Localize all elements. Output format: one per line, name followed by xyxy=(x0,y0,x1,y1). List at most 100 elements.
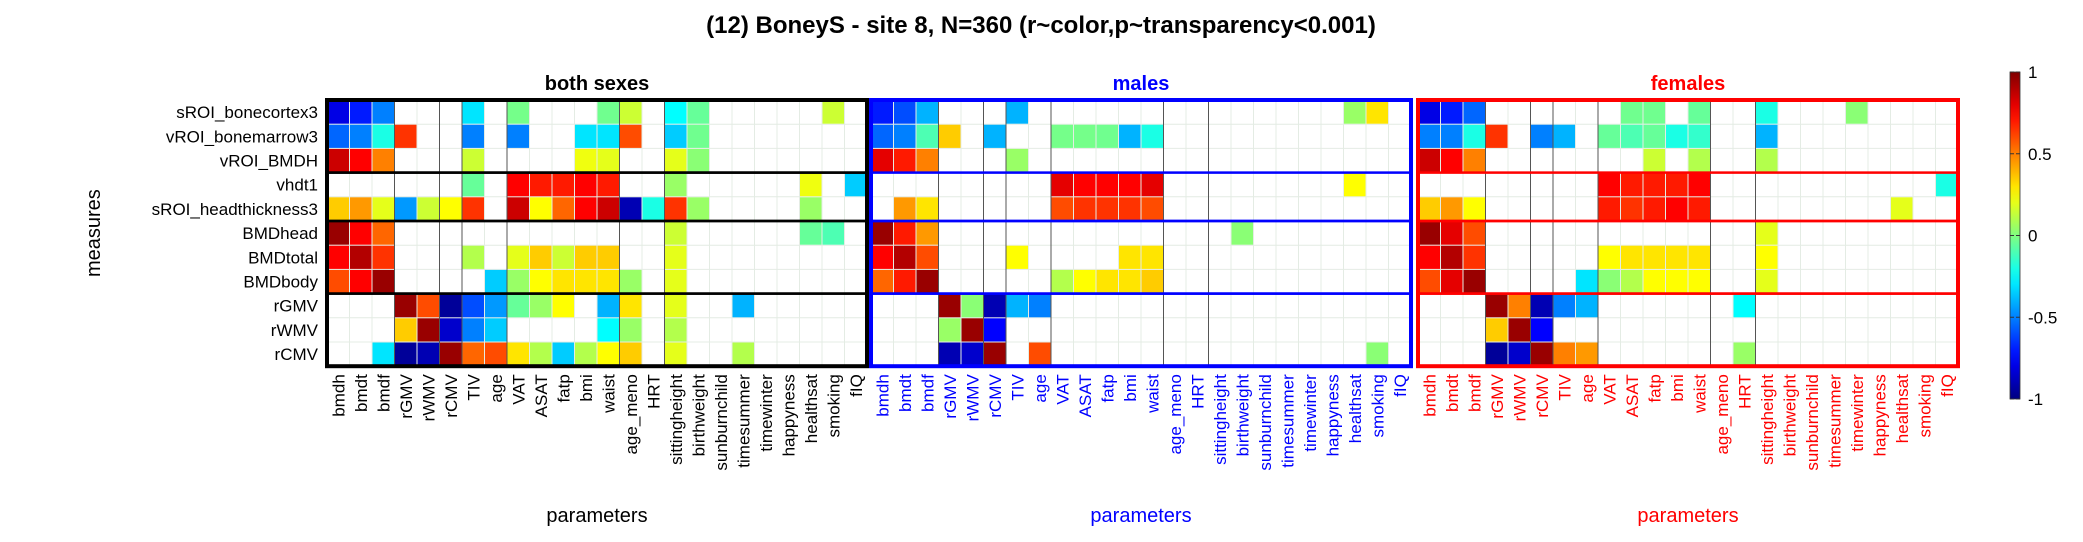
col-label-fatp: fatp xyxy=(554,374,573,402)
col-label-bmdf: bmdf xyxy=(918,374,937,412)
cell-sROI_bonecortex3-bmdf xyxy=(916,100,938,124)
cell-rGMV-rGMV xyxy=(395,294,417,318)
col-label-age_meno: age_meno xyxy=(1166,374,1185,454)
col-label-smoking: smoking xyxy=(1368,374,1387,437)
cell-sROI_bonecortex3-fatp xyxy=(1643,100,1665,124)
cell-sROI_headthickness3-healthsat xyxy=(1891,197,1913,221)
colorbar-tick-label: -1 xyxy=(2028,390,2043,409)
col-label-fIQ: fIQ xyxy=(847,374,866,397)
cell-sROI_bonecortex3-TIV xyxy=(462,100,484,124)
cell-rCMV-rGMV xyxy=(939,342,961,366)
cell-BMDbody-VAT xyxy=(507,269,529,294)
cell-BMDbody-VAT xyxy=(1051,269,1073,294)
cell-BMDbody-ASAT xyxy=(1074,269,1096,294)
cell-sROI_headthickness3-ASAT xyxy=(1621,197,1643,221)
cell-vhdt1-ASAT xyxy=(1074,173,1096,197)
col-label-birthweight: birthweight xyxy=(1780,374,1799,456)
col-label-ASAT: ASAT xyxy=(532,374,551,417)
cell-BMDhead-bmdt xyxy=(894,221,916,245)
cell-rGMV-age xyxy=(1029,294,1051,318)
cell-vROI_bonemarrow3-bmdf xyxy=(1463,124,1485,148)
cell-vROI_bonemarrow3-waist xyxy=(1141,124,1163,148)
panel-title: males xyxy=(1113,73,1170,95)
col-label-fIQ: fIQ xyxy=(1391,374,1410,397)
cell-rWMV-rGMV xyxy=(395,318,417,342)
cell-vhdt1-healthsat xyxy=(1344,173,1366,197)
cell-BMDbody-bmi xyxy=(575,269,597,294)
cell-rGMV-waist xyxy=(597,294,619,318)
col-label-waist: waist xyxy=(599,374,618,414)
cell-vhdt1-ASAT xyxy=(1621,173,1643,197)
cell-vROI_bonemarrow3-rCMV xyxy=(1531,124,1553,148)
cell-vhdt1-bmi xyxy=(575,173,597,197)
cell-vROI_bonemarrow3-bmdt xyxy=(350,124,372,148)
cell-sROI_bonecortex3-bmdh xyxy=(1418,100,1440,124)
row-label-sROI_bonecortex3: sROI_bonecortex3 xyxy=(176,103,318,122)
cell-vROI_bonemarrow3-ASAT xyxy=(1621,124,1643,148)
row-label-rGMV: rGMV xyxy=(274,297,319,316)
col-label-timewinter: timewinter xyxy=(1301,374,1320,452)
cell-BMDtotal-bmdf xyxy=(1463,245,1485,269)
cell-BMDbody-bmdf xyxy=(372,269,394,294)
cell-sROI_headthickness3-bmdt xyxy=(1441,197,1463,221)
col-label-bmdt: bmdt xyxy=(352,374,371,412)
cell-vhdt1-ASAT xyxy=(530,173,552,197)
col-label-TIV: TIV xyxy=(1555,374,1574,401)
cell-BMDbody-waist xyxy=(597,269,619,294)
col-label-VAT: VAT xyxy=(509,374,528,405)
cell-rCMV-fatp xyxy=(552,342,574,366)
cell-vROI_BMDH-fatp xyxy=(1643,148,1665,173)
cell-vROI_bonemarrow3-fatp xyxy=(1643,124,1665,148)
col-label-happyness: happyness xyxy=(1323,374,1342,456)
cell-rCMV-sittingheight xyxy=(665,342,687,366)
row-label-vROI_BMDH: vROI_BMDH xyxy=(220,152,318,171)
colorbar-tick-label: 1 xyxy=(2028,63,2037,82)
cell-rGMV-ASAT xyxy=(530,294,552,318)
col-label-bmdf: bmdf xyxy=(1465,374,1484,412)
cell-BMDbody-age_meno xyxy=(620,269,642,294)
cell-vROI_BMDH-waist xyxy=(597,148,619,173)
cell-sROI_headthickness3-bmi xyxy=(575,197,597,221)
cell-BMDtotal-TIV xyxy=(1006,245,1028,269)
col-label-rWMV: rWMV xyxy=(419,374,438,422)
cell-rGMV-TIV xyxy=(1553,294,1575,318)
col-label-age: age xyxy=(1578,374,1597,402)
cell-vROI_bonemarrow3-bmdh xyxy=(327,124,349,148)
cell-sROI_headthickness3-fatp xyxy=(1096,197,1118,221)
cell-rWMV-sittingheight xyxy=(665,318,687,342)
cell-vROI_BMDH-waist xyxy=(1688,148,1710,173)
y-axis-label: measures xyxy=(83,189,105,277)
cell-rCMV-rCMV xyxy=(1531,342,1553,366)
cell-rCMV-bmdf xyxy=(372,342,394,366)
cell-BMDhead-birthweight xyxy=(1231,221,1253,245)
cell-BMDtotal-fatp xyxy=(552,245,574,269)
cell-vROI_BMDH-bmdt xyxy=(894,148,916,173)
cell-rCMV-waist xyxy=(597,342,619,366)
col-label-sunburnchild: sunburnchild xyxy=(1256,374,1275,470)
col-label-happyness: happyness xyxy=(779,374,798,456)
cell-BMDbody-bmdh xyxy=(327,269,349,294)
col-label-HRT: HRT xyxy=(1188,374,1207,409)
cell-vROI_bonemarrow3-bmdf xyxy=(916,124,938,148)
cell-rCMV-rWMV xyxy=(417,342,439,366)
colorbar-tick-label: -0.5 xyxy=(2028,308,2057,327)
cell-BMDbody-ASAT xyxy=(530,269,552,294)
cell-rWMV-TIV xyxy=(462,318,484,342)
cell-rWMV-rGMV xyxy=(939,318,961,342)
cell-sROI_bonecortex3-ASAT xyxy=(1621,100,1643,124)
cell-sROI_headthickness3-bmdt xyxy=(350,197,372,221)
cell-vROI_BMDH-sittingheight xyxy=(665,148,687,173)
cell-BMDtotal-VAT xyxy=(507,245,529,269)
cell-vhdt1-waist xyxy=(597,173,619,197)
cell-rCMV-rGMV xyxy=(395,342,417,366)
cell-rCMV-age xyxy=(485,342,507,366)
cell-sROI_headthickness3-sittingheight xyxy=(665,197,687,221)
colorbar-tick-label: 0.5 xyxy=(2028,145,2052,164)
cell-vROI_BMDH-bmdt xyxy=(350,148,372,173)
cell-vROI_bonemarrow3-fatp xyxy=(1096,124,1118,148)
cell-rCMV-age xyxy=(1576,342,1598,366)
cell-sROI_bonecortex3-age_meno xyxy=(620,100,642,124)
cell-vROI_bonemarrow3-waist xyxy=(597,124,619,148)
cell-sROI_headthickness3-HRT xyxy=(642,197,664,221)
cell-sROI_headthickness3-bmdt xyxy=(894,197,916,221)
